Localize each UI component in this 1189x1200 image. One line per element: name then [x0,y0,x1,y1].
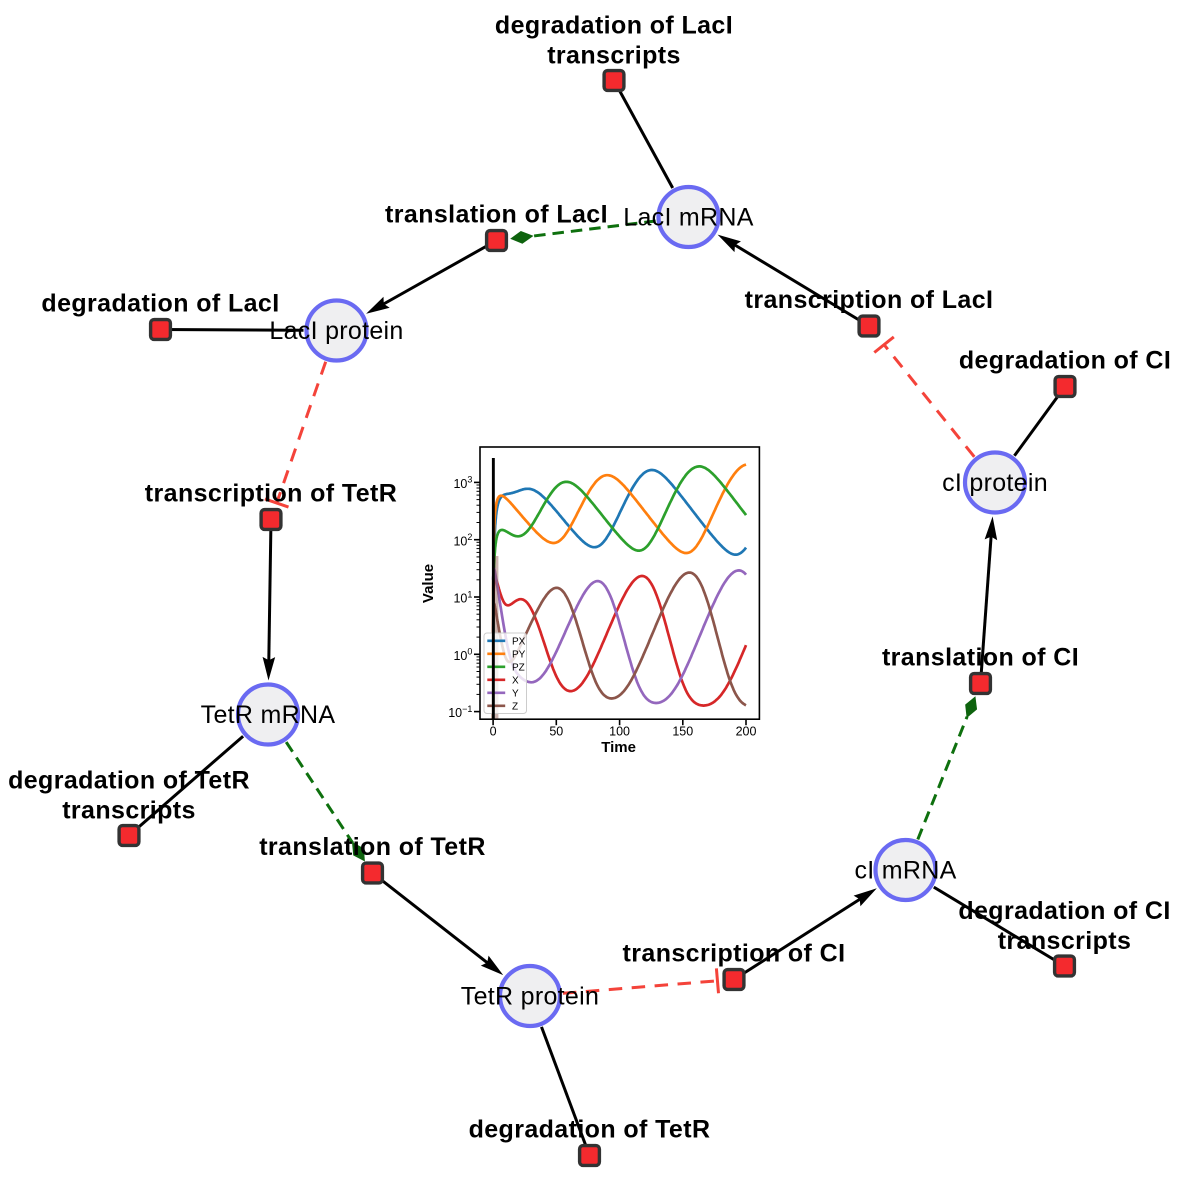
svg-text:Time: Time [601,739,636,756]
svg-text:degradation of TetR: degradation of TetR [8,767,250,795]
svg-text:translation of LacI: translation of LacI [385,201,608,229]
svg-text:103: 103 [453,475,472,491]
svg-text:200: 200 [736,725,757,739]
svg-text:Value: Value [420,564,437,603]
svg-text:transcription of CI: transcription of CI [623,940,846,968]
svg-text:transcripts: transcripts [998,927,1132,955]
svg-text:transcripts: transcripts [62,796,196,824]
svg-text:100: 100 [453,647,472,663]
svg-text:TetR mRNA: TetR mRNA [201,701,336,729]
svg-text:PZ: PZ [512,663,525,674]
svg-text:LacI protein: LacI protein [269,317,403,345]
svg-text:Z: Z [512,702,518,713]
svg-text:translation of TetR: translation of TetR [259,833,486,861]
svg-text:degradation of TetR: degradation of TetR [469,1116,711,1144]
svg-text:10−1: 10−1 [448,704,472,720]
svg-text:LacI mRNA: LacI mRNA [623,204,754,232]
svg-text:transcription of LacI: transcription of LacI [745,286,994,314]
svg-text:transcription of TetR: transcription of TetR [145,480,397,508]
svg-text:cI protein: cI protein [942,469,1048,497]
svg-text:TetR protein: TetR protein [461,983,599,1011]
svg-text:degradation of CI: degradation of CI [959,347,1171,375]
svg-text:degradation of LacI: degradation of LacI [495,12,733,40]
svg-text:150: 150 [672,725,693,739]
svg-text:Y: Y [512,689,519,700]
svg-text:PY: PY [512,650,526,661]
svg-text:PX: PX [512,637,526,648]
svg-text:50: 50 [549,725,563,739]
svg-text:100: 100 [609,725,630,739]
svg-text:X: X [512,676,519,687]
svg-text:degradation of CI: degradation of CI [958,897,1170,925]
svg-text:102: 102 [453,532,472,548]
svg-text:transcripts: transcripts [547,41,681,69]
svg-text:degradation of LacI: degradation of LacI [41,290,279,318]
svg-text:cI mRNA: cI mRNA [854,857,956,885]
svg-text:translation of CI: translation of CI [882,644,1079,672]
svg-text:0: 0 [490,725,497,739]
svg-text:101: 101 [453,589,472,605]
